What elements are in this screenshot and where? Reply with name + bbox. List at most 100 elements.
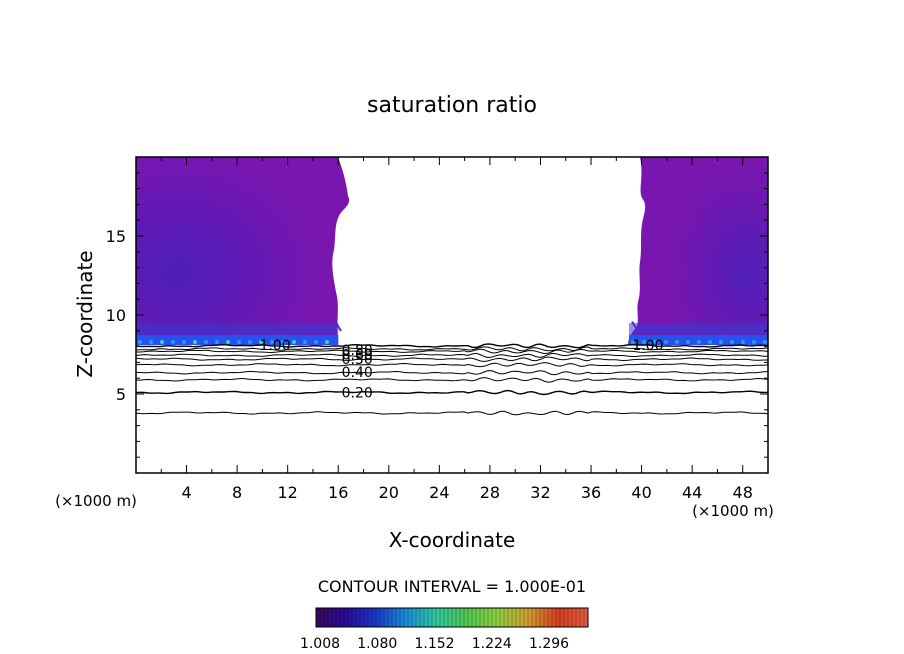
band-streak — [299, 325, 307, 332]
band-streak — [292, 326, 300, 332]
x-tick-label: 16 — [328, 483, 348, 502]
band-streak — [631, 321, 639, 332]
chart-title: saturation ratio — [367, 93, 537, 118]
band-streak — [659, 325, 667, 332]
band-streak — [257, 322, 265, 332]
x-tick-label: 32 — [530, 483, 550, 502]
band-streak — [673, 323, 681, 332]
band-bottom — [628, 335, 768, 346]
band-streak — [708, 327, 716, 332]
band-speck — [149, 340, 153, 345]
band-streak — [736, 323, 744, 332]
band-streak — [694, 321, 702, 332]
band-streak — [250, 323, 258, 332]
band-streak — [327, 321, 335, 332]
contour-line — [136, 410, 768, 416]
band-streak — [187, 323, 195, 332]
contour-label: 1.00 — [632, 338, 663, 354]
band-streak — [215, 328, 223, 332]
band-speck — [193, 340, 197, 345]
contour-line — [136, 376, 768, 383]
band-speck — [226, 340, 230, 345]
contour-line — [136, 348, 768, 355]
band-streak — [264, 321, 272, 332]
x-tick-label: 20 — [379, 483, 399, 502]
band-streak — [743, 322, 751, 332]
band-speck — [160, 340, 164, 345]
band-streak — [652, 326, 660, 332]
contour-line — [136, 343, 768, 349]
band-speck — [292, 340, 296, 345]
colorbar-ticks: 1.008 1.080 1.152 1.224 1.296 — [300, 636, 569, 652]
band-speck — [182, 340, 186, 345]
band-speck — [314, 340, 318, 345]
band-streak — [306, 324, 314, 332]
band-speck — [707, 340, 712, 345]
colorbar-tick-label: 1.224 — [472, 636, 512, 652]
band-streak — [271, 320, 279, 332]
contour-line — [136, 370, 768, 376]
supersaturated-region-right — [628, 157, 768, 345]
band-streak — [638, 320, 646, 332]
band-streak — [285, 327, 293, 332]
band-speck — [303, 340, 307, 345]
contour-labels: 1.00 0.800.600.500.40 0.20 1.00 — [259, 338, 663, 401]
contour-label: 1.00 — [259, 338, 290, 354]
x-unit-left: (×1000 m) — [55, 492, 137, 510]
band-streak — [243, 324, 251, 332]
band-streak — [229, 326, 237, 332]
contour-label: 0.20 — [342, 385, 373, 401]
band-streak — [180, 324, 188, 332]
plot-area: 1.00 0.800.600.500.40 0.20 1.00 — [136, 157, 768, 416]
band-streak — [645, 327, 653, 332]
band-streak — [208, 320, 216, 332]
band-streak — [166, 326, 174, 332]
x-tick-label: 28 — [480, 483, 500, 502]
band-streak — [278, 328, 286, 332]
band-streak — [236, 325, 244, 332]
band-speck — [751, 340, 756, 345]
contour-line — [136, 389, 768, 396]
band-speck — [729, 340, 734, 345]
band-streak — [320, 322, 328, 332]
band-streak — [687, 321, 695, 332]
colorbar-tick-label: 1.296 — [529, 636, 569, 652]
band-streak — [334, 320, 342, 332]
contour-label: 0.40 — [342, 365, 373, 381]
band-streak — [757, 321, 765, 332]
band-streak — [715, 326, 723, 332]
band-speck — [630, 340, 635, 345]
y-axis: 5 10 15 — [106, 172, 768, 458]
band-streak — [701, 320, 709, 332]
band-streak — [729, 324, 737, 332]
band-speck — [237, 340, 241, 345]
colorbar-tick-label: 1.080 — [357, 636, 397, 652]
x-tick-label: 48 — [733, 483, 753, 502]
x-axis: 4 8 12 16 20 24 28 32 36 40 44 48 — [160, 157, 753, 502]
band-speck — [259, 340, 263, 345]
band-speck — [641, 340, 646, 345]
supersaturated-region-left — [136, 157, 350, 345]
band-speck — [652, 340, 657, 345]
band-speck — [696, 340, 701, 345]
y-tick-label: 15 — [106, 227, 126, 246]
band-streak — [222, 327, 230, 332]
contour-line — [136, 356, 768, 363]
band-streak — [680, 322, 688, 332]
band-streak — [173, 325, 181, 332]
y-tick-label: 5 — [116, 385, 126, 404]
y-tick-label: 10 — [106, 306, 126, 325]
band-bottom — [136, 335, 339, 346]
colorbar-stripes — [319, 608, 585, 627]
contour-label: 0.60 — [342, 348, 373, 364]
band-streak — [201, 321, 209, 332]
x-tick-label: 8 — [232, 483, 242, 502]
band-speck — [718, 340, 723, 345]
y-axis-label: Z-coordinate — [73, 250, 97, 377]
band-speck — [685, 340, 690, 345]
band-streak — [666, 324, 674, 332]
saturation-bands — [136, 320, 768, 346]
colorbar-tick-label: 1.008 — [300, 636, 340, 652]
band-speck — [281, 340, 285, 345]
